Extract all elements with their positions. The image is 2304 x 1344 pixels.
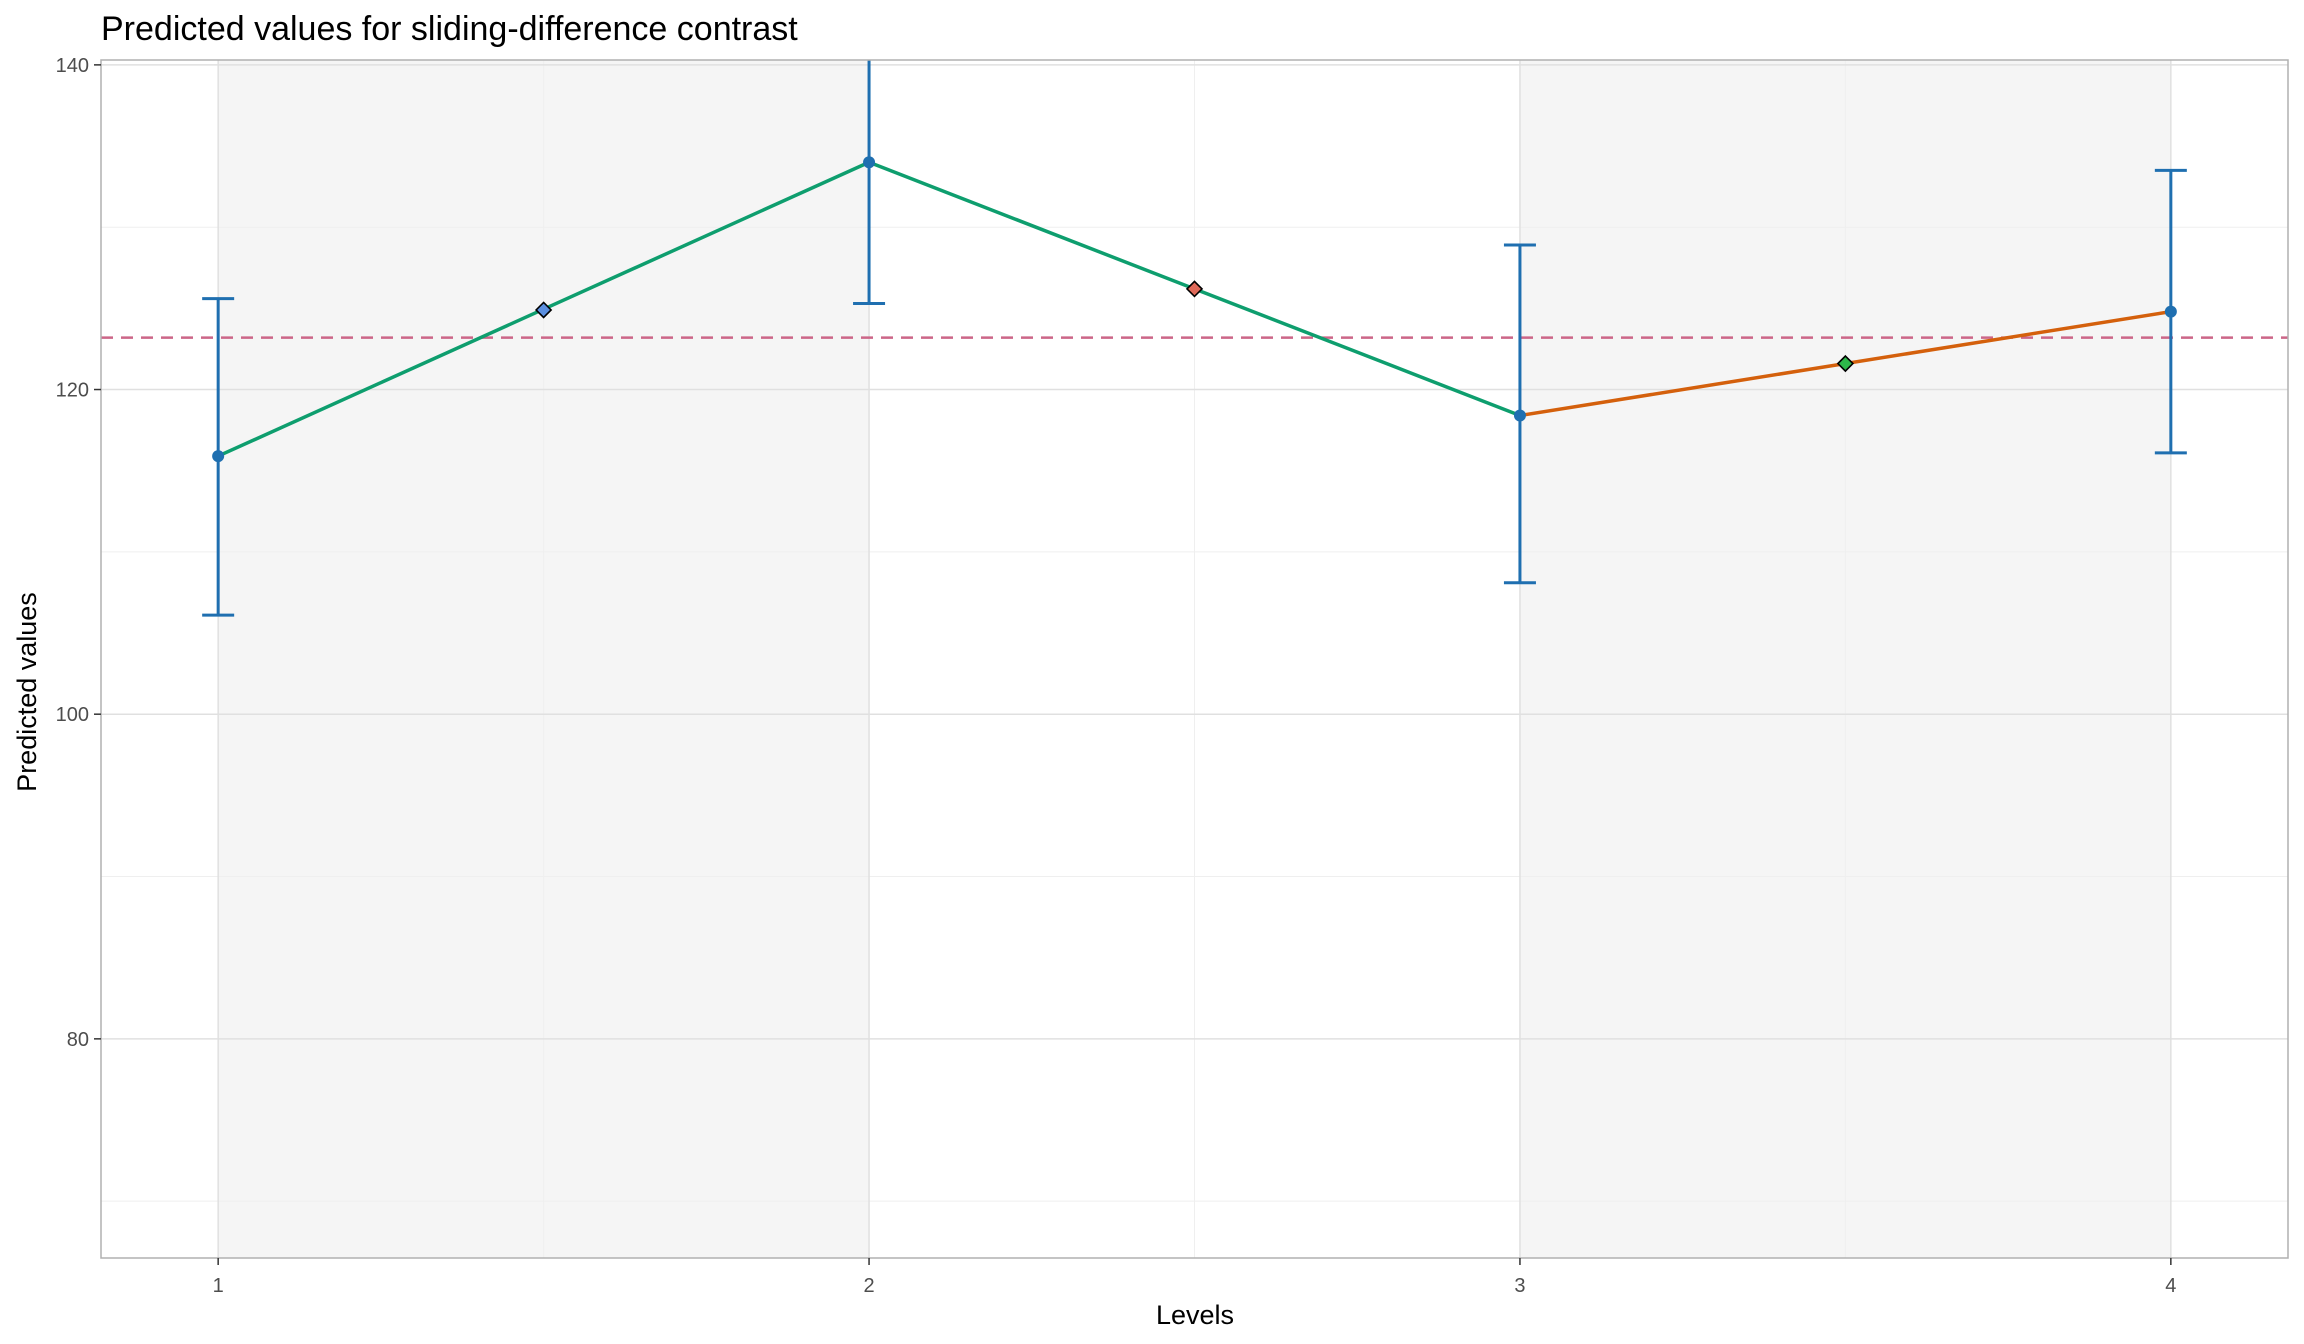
y-tick-label-2: 100 [56, 704, 89, 726]
midpoint-markers [534, 280, 1855, 373]
x-tick-label-2: 2 [863, 1275, 874, 1297]
x-tick-label-4: 4 [2165, 1275, 2176, 1297]
x-tick-label-3: 3 [1514, 1275, 1525, 1297]
x-tick-label-1: 1 [213, 1275, 224, 1297]
midpoint-marker-2 [1185, 280, 1204, 298]
y-tick-label-3: 120 [56, 380, 89, 402]
midpoint-marker-1 [534, 301, 553, 319]
chart-title: Predicted values for sliding-difference … [101, 10, 798, 48]
x-axis-ticks: 1 2 3 4 [213, 1258, 2176, 1297]
data-point-4 [2164, 305, 2177, 318]
y-tick-label-1: 80 [67, 1029, 89, 1051]
error-bar-2 [853, 60, 886, 305]
x-axis-title: Levels [1156, 1300, 1234, 1330]
data-points [212, 156, 2177, 463]
y-tick-label-4: 140 [56, 55, 89, 77]
y-axis-ticks: 80 100 120 140 [56, 55, 101, 1051]
data-point-2 [863, 156, 876, 169]
midpoint-marker-3 [1836, 354, 1855, 373]
data-point-3 [1513, 409, 1526, 422]
y-axis-title: Predicted values [12, 592, 42, 792]
data-point-1 [212, 450, 225, 463]
panel-border [100, 59, 2289, 1259]
